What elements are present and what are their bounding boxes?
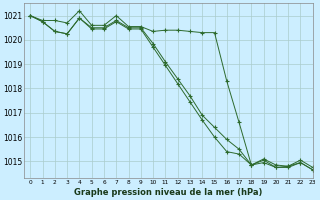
X-axis label: Graphe pression niveau de la mer (hPa): Graphe pression niveau de la mer (hPa) xyxy=(74,188,263,197)
